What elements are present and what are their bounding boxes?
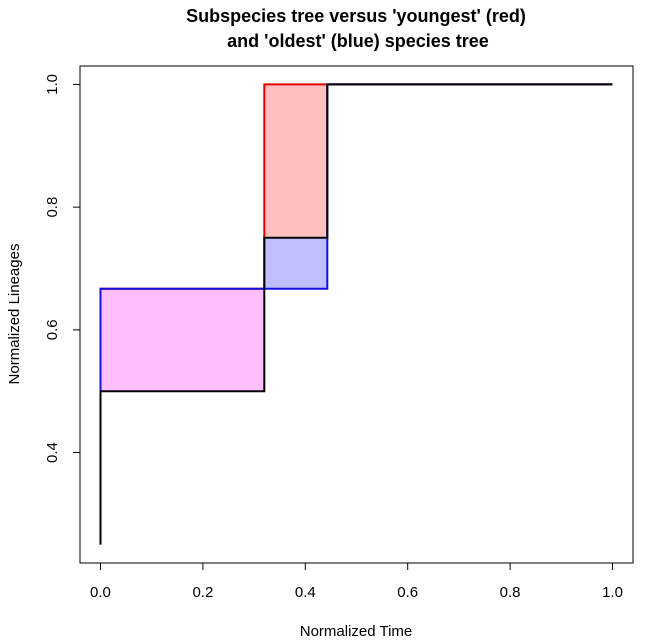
x-tick-label: 0.6: [397, 584, 418, 601]
shaded-regions: [100, 84, 328, 392]
pink-region: [100, 288, 265, 392]
x-axis: 0.0 0.2 0.4 0.6 0.8 1.0: [90, 562, 623, 601]
y-tick-label: 0.8: [44, 197, 61, 218]
series-lines: [99, 83, 613, 545]
y-tick-label: 0.4: [44, 442, 61, 463]
blue-region: [264, 237, 328, 289]
y-axis: 0.4 0.6 0.8 1.0: [44, 74, 81, 463]
x-tick-label: 0.8: [500, 584, 521, 601]
x-tick-label: 0.2: [192, 584, 213, 601]
y-axis-label: Normalized Lineages: [6, 244, 23, 385]
chart-title-line2: and 'oldest' (blue) species tree: [227, 31, 489, 51]
x-axis-label: Normalized Time: [300, 623, 413, 640]
red-region: [264, 84, 328, 238]
y-tick-label: 0.6: [44, 319, 61, 340]
series-subspecies-line: [99, 83, 613, 545]
chart-title-line1: Subspecies tree versus 'youngest' (red): [186, 6, 526, 26]
x-tick-label: 0.4: [295, 584, 316, 601]
series-oldest-line: [99, 83, 613, 494]
x-tick-label: 0.0: [90, 584, 111, 601]
x-tick-label: 1.0: [602, 584, 623, 601]
y-tick-label: 1.0: [44, 74, 61, 95]
